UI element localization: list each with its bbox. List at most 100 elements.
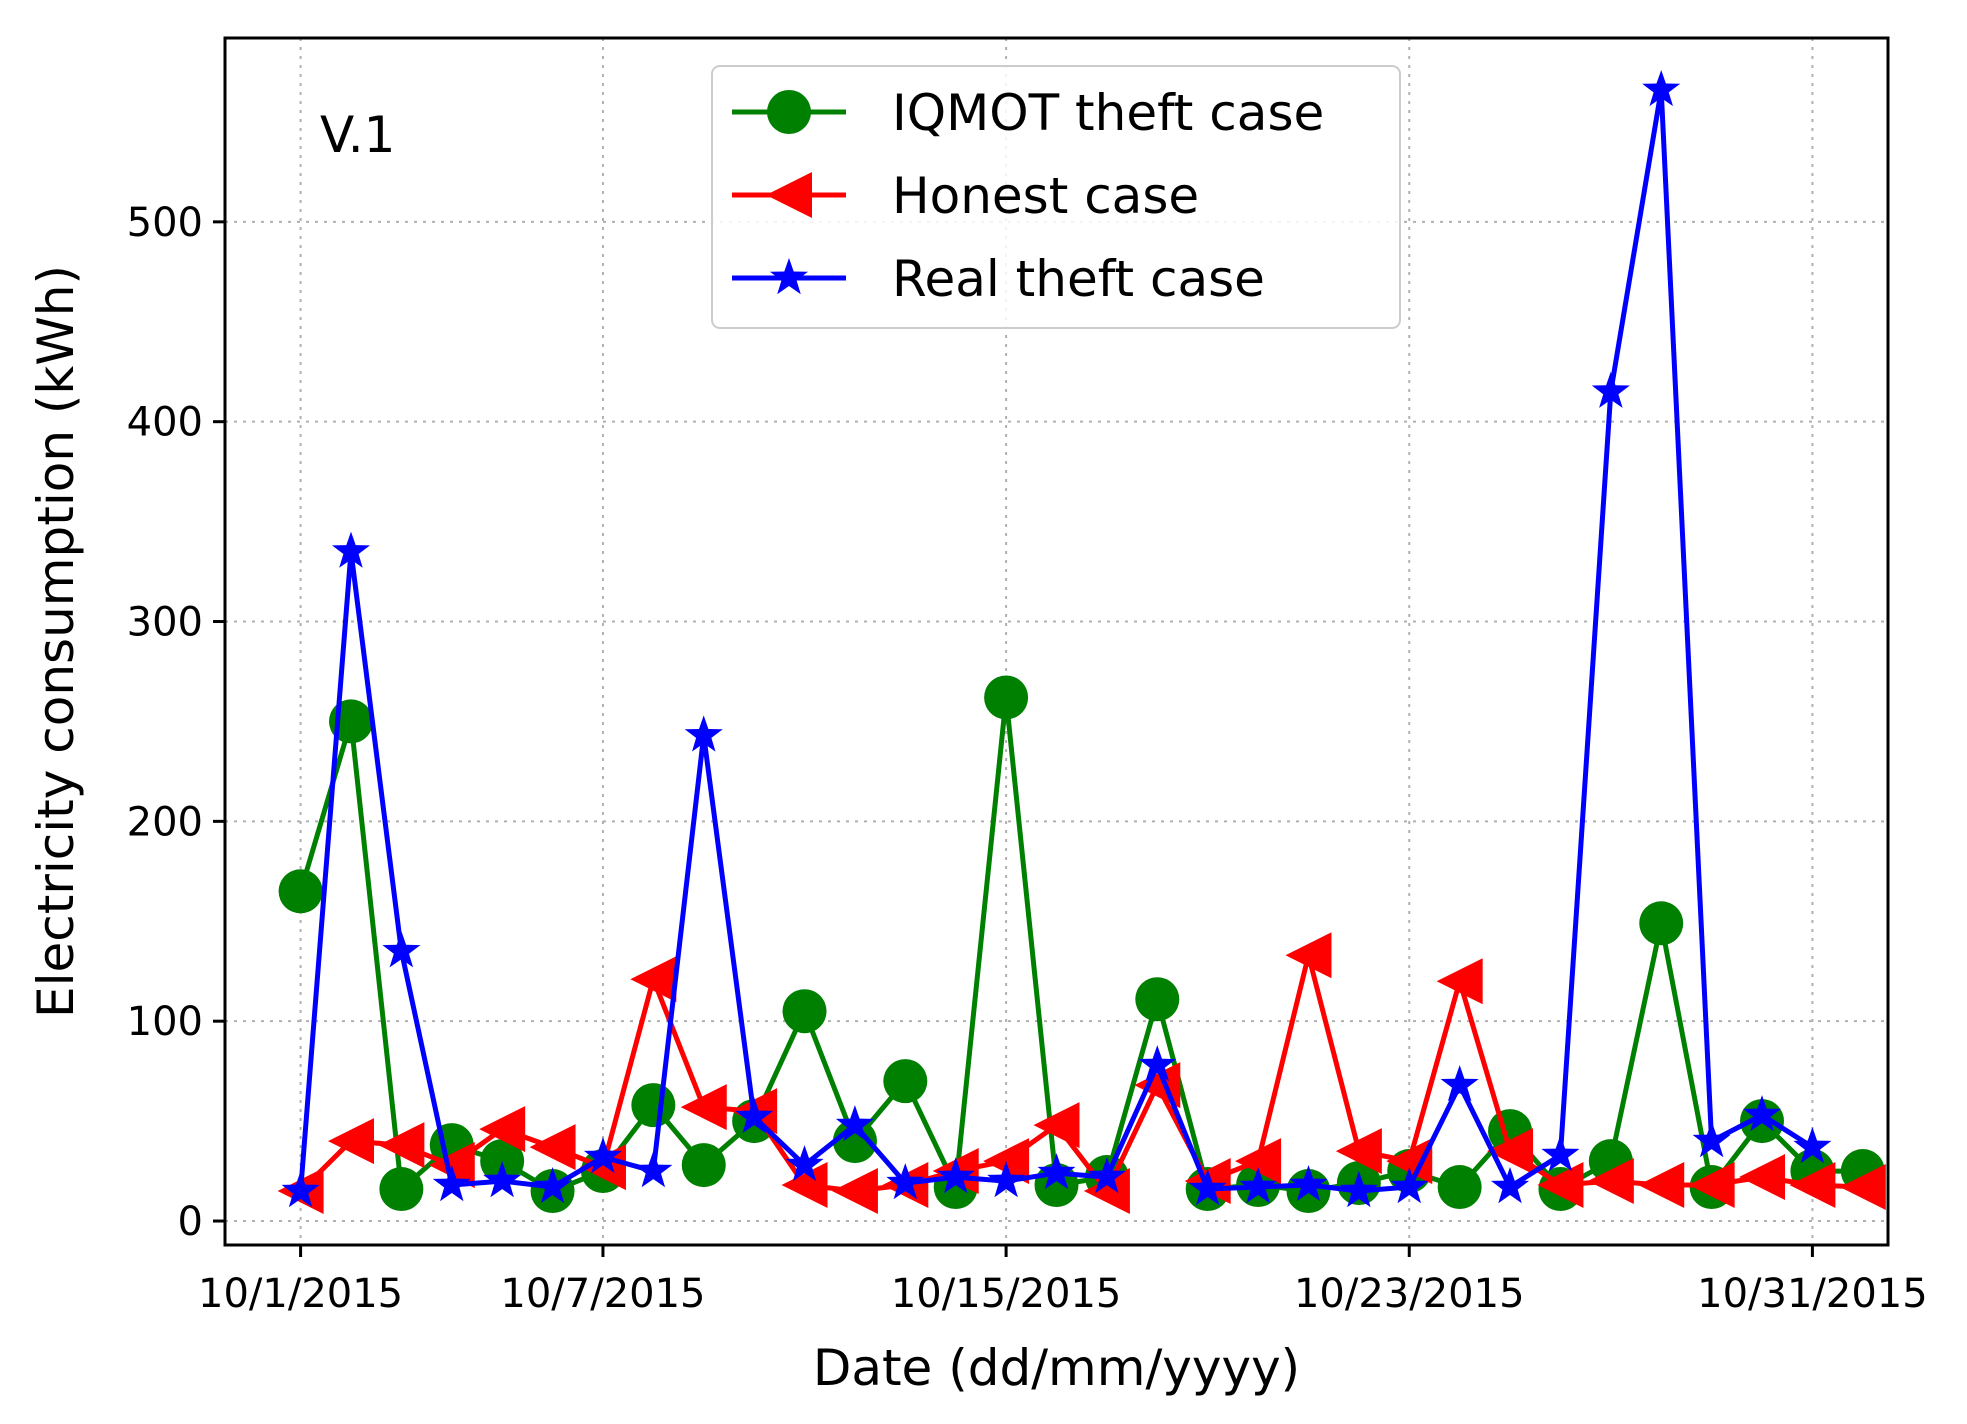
data-point xyxy=(684,715,723,752)
axis-ticks: 10/1/2015 10/7/2015 10/15/2015 10/23/2015 10… xyxy=(127,200,1928,1317)
legend: IQMOT theft case Honest case Real theft ca… xyxy=(711,65,1401,329)
data-point xyxy=(332,531,370,568)
series-layer xyxy=(277,70,1886,1215)
y-tick-label: 500 xyxy=(127,200,203,246)
data-point xyxy=(1839,1164,1886,1211)
data-point xyxy=(1537,1162,1584,1209)
data-point xyxy=(1743,1095,1781,1132)
data-point xyxy=(1440,1065,1479,1102)
plot-frame xyxy=(223,36,1890,1247)
y-tick-label: 400 xyxy=(127,400,203,446)
data-point xyxy=(1437,1165,1482,1210)
data-point xyxy=(1087,1157,1126,1194)
data-point xyxy=(1289,1165,1328,1202)
series-line xyxy=(298,695,1866,1194)
data-point xyxy=(1789,1162,1836,1209)
data-point xyxy=(630,956,677,1003)
data-point xyxy=(936,1157,975,1194)
y-tick-label: 100 xyxy=(127,999,203,1045)
data-point xyxy=(883,1059,928,1104)
data-point xyxy=(987,1161,1026,1198)
data-point xyxy=(1692,1121,1731,1158)
data-point xyxy=(583,1137,622,1174)
data-point xyxy=(1541,1135,1580,1172)
legend-label: Real theft case xyxy=(892,250,1265,308)
legend-entry: Honest case xyxy=(732,167,1199,225)
y-tick-label: 300 xyxy=(127,600,203,646)
y-axis-label: Electricity consumption (kWh) xyxy=(27,265,85,1018)
data-point xyxy=(835,1105,874,1142)
data-point xyxy=(278,869,323,914)
data-point xyxy=(735,1097,774,1134)
data-point xyxy=(1491,1167,1530,1204)
x-tick-label: 10/7/2015 xyxy=(500,1271,705,1317)
data-point xyxy=(1386,1138,1433,1185)
data-point xyxy=(1138,1045,1177,1082)
data-point xyxy=(1639,901,1684,946)
data-point xyxy=(479,1106,526,1153)
grid xyxy=(225,38,1888,1245)
data-point xyxy=(1235,1138,1282,1185)
legend-box xyxy=(711,65,1401,329)
data-point xyxy=(1436,958,1483,1005)
data-point xyxy=(681,1143,726,1188)
data-point xyxy=(1239,1167,1278,1204)
y-tick-label: 200 xyxy=(127,799,203,845)
data-point xyxy=(1638,1162,1685,1209)
data-point xyxy=(483,1161,522,1198)
panel-annotation: V.1 xyxy=(320,106,395,164)
data-point xyxy=(327,1118,374,1165)
legend-marker xyxy=(770,258,808,295)
data-point xyxy=(432,1165,471,1202)
legend-label: Honest case xyxy=(892,167,1199,225)
data-point xyxy=(1591,371,1630,408)
x-axis-label: Date (dd/mm/yyyy) xyxy=(813,1339,1300,1397)
data-point xyxy=(886,1163,925,1200)
legend-entry: Real theft case xyxy=(732,250,1265,308)
x-tick-label: 10/1/2015 xyxy=(198,1271,403,1317)
data-point xyxy=(983,1138,1030,1185)
legend-entry: IQMOT theft case xyxy=(732,84,1324,142)
legend-label: IQMOT theft case xyxy=(892,84,1324,142)
data-point xyxy=(1339,1171,1378,1208)
data-point xyxy=(1390,1167,1429,1204)
data-point xyxy=(379,1167,424,1212)
data-point xyxy=(782,989,827,1034)
data-point xyxy=(480,1139,525,1184)
data-point xyxy=(785,1145,824,1182)
data-point xyxy=(1793,1127,1832,1164)
legend-marker xyxy=(767,90,811,134)
data-point xyxy=(1487,1128,1534,1175)
data-point xyxy=(382,931,421,968)
x-tick-label: 10/31/2015 xyxy=(1697,1271,1928,1317)
data-point xyxy=(984,675,1029,720)
data-point xyxy=(1135,977,1180,1022)
data-point xyxy=(529,1124,576,1171)
data-point xyxy=(1739,1154,1786,1201)
data-point xyxy=(281,1171,320,1208)
data-point xyxy=(634,1151,673,1188)
data-point xyxy=(680,1084,727,1131)
data-point xyxy=(781,1162,828,1209)
data-point xyxy=(1033,1102,1080,1149)
data-point xyxy=(1083,1168,1130,1215)
x-tick-label: 10/23/2015 xyxy=(1294,1271,1525,1317)
data-point xyxy=(1688,1162,1735,1209)
data-point xyxy=(1285,932,1332,979)
data-point xyxy=(533,1167,572,1204)
x-tick-label: 10/15/2015 xyxy=(891,1271,1122,1317)
data-point xyxy=(378,1122,425,1169)
data-point xyxy=(1587,1158,1634,1205)
data-point xyxy=(831,1168,878,1215)
data-point xyxy=(1037,1153,1076,1190)
data-point xyxy=(1642,70,1681,107)
data-point xyxy=(1188,1169,1227,1206)
data-point xyxy=(428,1142,475,1189)
data-point xyxy=(631,1083,676,1128)
y-tick-label: 0 xyxy=(178,1199,203,1245)
series-2 xyxy=(281,70,1832,1208)
data-point xyxy=(1335,1128,1382,1175)
data-point xyxy=(832,1119,877,1164)
